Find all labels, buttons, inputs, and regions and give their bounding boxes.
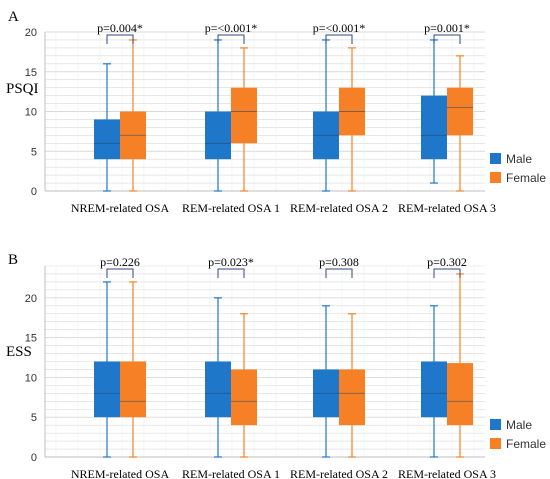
x-tick-label: REM-related OSA 2	[290, 201, 388, 215]
plot-area: 0 5 10 15 20 NREM-related OSA REM-related OSA …	[25, 21, 496, 215]
box-body	[231, 369, 257, 426]
box-female	[447, 55, 473, 192]
p-value-label: p=0.308	[319, 255, 359, 269]
box-male	[94, 281, 120, 458]
p-value-label: p=0.226	[100, 255, 140, 269]
box-female	[120, 39, 146, 192]
box-female	[231, 47, 257, 192]
panel-label-a: A	[8, 9, 19, 25]
significance-bracket	[106, 268, 134, 278]
box-body	[94, 119, 120, 160]
y-axis-label-ess: ESS	[6, 344, 32, 360]
y-tick-label: 20	[25, 293, 37, 305]
x-tick-label: NREM-related OSA	[71, 201, 170, 215]
y-tick-label: 10	[25, 107, 37, 119]
significance-bracket	[325, 268, 353, 278]
box-body	[447, 363, 473, 426]
box-female	[447, 273, 473, 458]
box-body	[205, 361, 231, 418]
panel-label-b: B	[8, 252, 18, 268]
legend-label-male: Male	[506, 152, 532, 166]
panel-b: B ESS Male Female 0 5 10 15 20 NREM-related O…	[6, 252, 546, 479]
box-body	[120, 361, 146, 418]
legend-swatch-male	[490, 153, 501, 164]
y-tick-label: 5	[31, 146, 37, 158]
p-value-label: p=0.004*	[97, 21, 143, 35]
x-tick-label: REM-related OSA 3	[398, 201, 496, 215]
p-value-label: p=0.023*	[208, 255, 254, 269]
box-body	[94, 361, 120, 418]
significance-bracket	[217, 34, 245, 44]
significance-bracket	[217, 268, 245, 278]
x-tick-label: REM-related OSA 2	[290, 467, 388, 479]
y-tick-label: 20	[25, 27, 37, 39]
box-body	[447, 87, 473, 136]
box-female	[231, 313, 257, 458]
box-body	[205, 111, 231, 160]
significance-bracket	[433, 34, 461, 44]
box-female	[120, 281, 146, 458]
box-body	[339, 369, 365, 426]
legend-label-female: Female	[506, 171, 546, 185]
box-male	[313, 39, 339, 192]
legend-swatch-female	[490, 438, 501, 449]
box-female	[339, 47, 365, 192]
y-tick-label: 0	[31, 186, 37, 198]
significance-bracket	[325, 34, 353, 44]
y-tick-label: 15	[25, 67, 37, 79]
x-tick-label: NREM-related OSA	[71, 467, 170, 479]
y-axis-label-psqi: PSQI	[6, 81, 39, 97]
legend-label-male: Male	[506, 418, 532, 432]
legend-b: Male Female	[490, 418, 546, 451]
p-value-label: p=0.001*	[424, 21, 470, 35]
y-tick-label: 0	[31, 452, 37, 464]
box-body	[421, 95, 447, 160]
x-tick-label: REM-related OSA 1	[182, 467, 280, 479]
x-tick-label: REM-related OSA 3	[398, 467, 496, 479]
box-male	[205, 297, 231, 458]
legend-label-female: Female	[506, 437, 546, 451]
legend-swatch-male	[490, 419, 501, 430]
plot-area: 0 5 10 15 20 NREM-related OSA REM-related OSA …	[25, 255, 496, 479]
y-tick-label: 15	[25, 333, 37, 345]
p-value-label: p=0.302	[427, 255, 467, 269]
legend-swatch-female	[490, 172, 501, 183]
x-tick-label: REM-related OSA 1	[182, 201, 280, 215]
significance-bracket	[106, 34, 134, 44]
box-female	[339, 313, 365, 458]
box-body	[421, 361, 447, 418]
p-value-label: p=<0.001*	[313, 21, 366, 35]
y-tick-label: 5	[31, 412, 37, 424]
box-male	[205, 39, 231, 192]
p-value-label: p=<0.001*	[205, 21, 258, 35]
significance-bracket	[433, 268, 461, 278]
box-body	[231, 87, 257, 144]
box-male	[421, 305, 447, 458]
box-male	[421, 39, 447, 184]
legend-a: Male Female	[490, 152, 546, 185]
y-tick-label: 10	[25, 372, 37, 384]
panel-a: A PSQI Male Female 0 5 10 15 20 NREM-related …	[6, 9, 546, 215]
box-male	[313, 305, 339, 458]
box-male	[94, 63, 120, 192]
